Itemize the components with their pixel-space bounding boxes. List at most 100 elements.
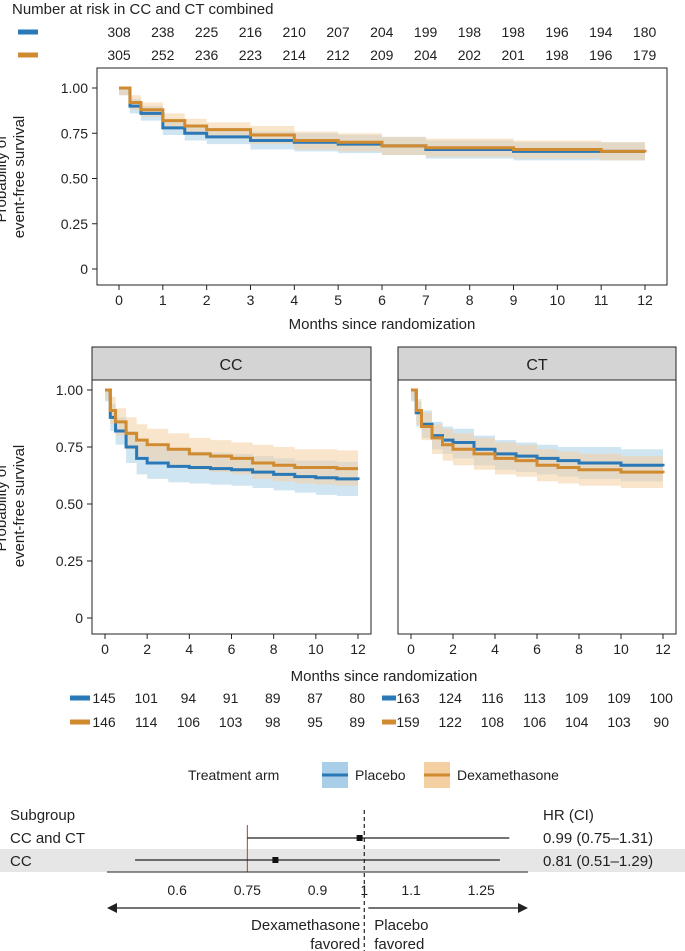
- forest-point-estimate: [272, 857, 279, 863]
- risk-count: 109: [607, 690, 631, 706]
- risk-count: 252: [151, 47, 175, 63]
- risk-count: 124: [439, 690, 463, 706]
- legend-title: Treatment arm: [188, 767, 279, 783]
- y-tick-label: 1.00: [61, 80, 88, 96]
- y-tick-label: 0.50: [61, 171, 88, 187]
- annotation-dexamethasone-favored: favored: [310, 936, 360, 951]
- x-tick-label: 11: [594, 292, 609, 308]
- risk-count: 223: [239, 47, 263, 63]
- risk-count: 212: [326, 47, 350, 63]
- risk-count: 100: [650, 690, 674, 706]
- favor-arrowhead-left: [107, 903, 117, 913]
- strip-ct: [397, 346, 677, 381]
- legend: Treatment arm Placebo Dexamethasone: [188, 762, 559, 788]
- risk-count: 179: [633, 47, 657, 63]
- x-tick-label: 2: [203, 292, 211, 308]
- annotation-placebo-favored: Placebo: [374, 917, 428, 934]
- annotation-placebo-favored: favored: [374, 936, 424, 951]
- favor-arrowhead-right: [518, 903, 528, 913]
- x-tick-label: 6: [533, 641, 541, 657]
- risk-count: 113: [523, 690, 546, 706]
- risk-count: 146: [92, 714, 116, 730]
- strip-cc: [91, 346, 372, 381]
- risk-count: 159: [396, 714, 420, 730]
- legend-label-placebo: Placebo: [355, 767, 406, 783]
- risk-count: 225: [195, 24, 219, 40]
- risk-count: 194: [589, 24, 613, 40]
- x-tick-label: 10: [308, 641, 324, 657]
- risk-count: 89: [265, 690, 281, 706]
- risk-count: 305: [107, 47, 131, 63]
- y-tick-label: 1.00: [56, 382, 83, 398]
- risk-count: 94: [181, 690, 197, 706]
- annotation-dexamethasone-favored: Dexamethasone: [251, 917, 360, 934]
- risk-count: 106: [177, 714, 201, 730]
- y-tick-label: 0: [80, 261, 88, 277]
- risk-count: 101: [135, 690, 159, 706]
- x-axis-label: Months since randomization: [289, 316, 476, 333]
- risk-count: 89: [349, 714, 365, 730]
- forest-header-subgroup: Subgroup: [10, 807, 75, 824]
- risk-count: 238: [151, 24, 175, 40]
- risk-count: 196: [589, 47, 613, 63]
- risk-count: 204: [370, 24, 394, 40]
- y-axis-label-lower-line2: event-free survival: [11, 445, 28, 568]
- forest-header-hr: HR (CI): [543, 807, 594, 824]
- forest-row-label-0: CC and CT: [10, 830, 85, 847]
- risk-count: 114: [135, 714, 158, 730]
- risk-count: 80: [349, 690, 365, 706]
- risk-count: 104: [565, 714, 589, 730]
- risk-table-cc: 145 101 94 91 89 87 80 146 114 106 103 98 95 89: [70, 690, 365, 730]
- risk-count: 198: [545, 47, 569, 63]
- x-axis-label-lower: Months since randomization: [291, 668, 478, 685]
- risk-count: 122: [439, 714, 463, 730]
- forest-plot: Subgroup HR (CI) CC and CT CC 0.99 (0.75…: [0, 807, 685, 951]
- risk-count: 216: [239, 24, 263, 40]
- x-tick-label: 12: [637, 292, 653, 308]
- x-tick-label: 0: [407, 641, 415, 657]
- y-tick-label: 0: [75, 610, 83, 626]
- y-axis-label-lower-line1: Probability of: [0, 464, 10, 552]
- x-tick-label: 2: [449, 641, 457, 657]
- x-tick-label: 2: [143, 641, 151, 657]
- x-tick-label: 7: [422, 292, 430, 308]
- x-tick-label: 4: [185, 641, 193, 657]
- risk-count: 198: [502, 24, 526, 40]
- risk-count: 209: [370, 47, 394, 63]
- x-tick-label: 0: [115, 292, 123, 308]
- risk-count: 180: [633, 24, 657, 40]
- x-tick-label: 8: [270, 641, 278, 657]
- y-axis-label-line1: Probability of: [0, 135, 10, 223]
- risk-count: 103: [607, 714, 631, 730]
- forest-tick-label: 1: [360, 882, 368, 898]
- forest-tick-label: 1.1: [401, 882, 421, 898]
- risk-count: 109: [565, 690, 589, 706]
- x-tick-label: 12: [350, 641, 366, 657]
- y-axis-label-lower: Probability of event-free survival: [0, 445, 28, 568]
- risk-count: 198: [458, 24, 482, 40]
- x-tick-label: 4: [290, 292, 298, 308]
- x-tick-label: 6: [378, 292, 386, 308]
- x-tick-label: 10: [550, 292, 566, 308]
- x-tick-label: 6: [228, 641, 236, 657]
- risk-count: 202: [458, 47, 482, 63]
- risk-count: 90: [653, 714, 669, 730]
- x-tick-label: 8: [575, 641, 583, 657]
- risk-count: 204: [414, 47, 438, 63]
- risk-count: 95: [307, 714, 323, 730]
- risk-table-combined: 308 238 225 216 210 207 204 199 198 198 196 194 180 3…: [18, 24, 656, 63]
- x-tick-label: 0: [101, 641, 109, 657]
- y-tick-label: 0.25: [56, 553, 83, 569]
- risk-count: 214: [283, 47, 307, 63]
- km-panel-ct: CT 0 2 4 6 8 10 12: [397, 346, 677, 657]
- x-tick-label: 10: [613, 641, 629, 657]
- x-tick-label: 8: [466, 292, 474, 308]
- risk-count: 308: [107, 24, 131, 40]
- forest-row-label-1: CC: [10, 853, 32, 870]
- y-tick-label: 0.50: [56, 496, 83, 512]
- survival-curve-dexamethasone: [105, 388, 358, 471]
- risk-count: 201: [502, 47, 526, 63]
- risk-count: 108: [481, 714, 505, 730]
